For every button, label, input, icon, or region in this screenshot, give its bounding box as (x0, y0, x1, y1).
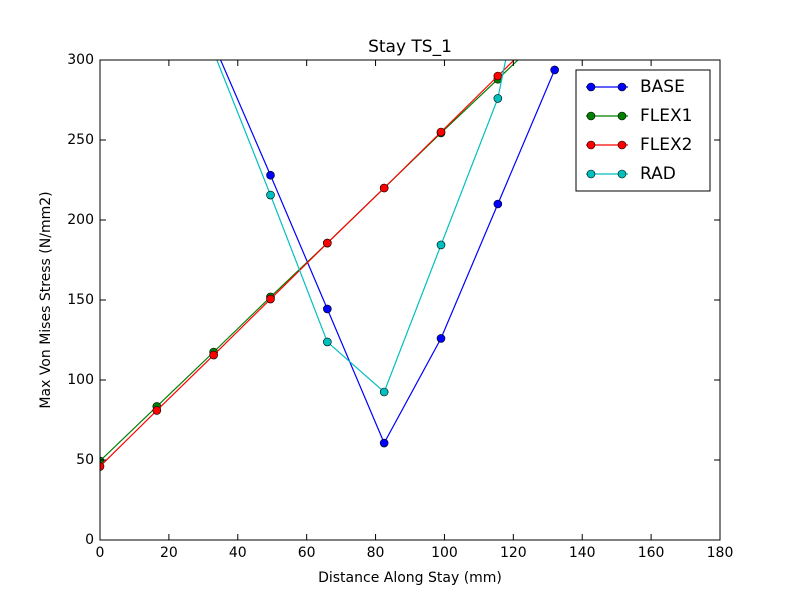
data-point (266, 190, 275, 200)
data-point (493, 199, 503, 209)
data-point (379, 183, 389, 193)
data-point (100, 462, 105, 471)
y-tick-label: 0 (85, 532, 94, 548)
legend-marker (617, 82, 627, 92)
x-tick-label: 0 (96, 545, 105, 561)
legend-marker (617, 169, 627, 179)
x-tick-label: 160 (638, 545, 665, 561)
data-point (436, 240, 446, 250)
legend-marker (586, 169, 596, 179)
data-point (323, 337, 332, 347)
y-tick-label: 50 (76, 452, 94, 468)
legend-marker (586, 140, 596, 150)
y-tick-label: 150 (67, 292, 94, 308)
legend-marker (617, 111, 627, 121)
data-point (152, 406, 162, 415)
data-point (209, 350, 218, 360)
x-tick-label: 140 (569, 545, 596, 561)
y-tick-label: 200 (67, 212, 94, 228)
data-point (323, 304, 332, 314)
y-tick-label: 300 (67, 52, 94, 68)
data-point (379, 438, 389, 448)
data-point (550, 65, 559, 75)
data-point (493, 71, 503, 81)
y-tick-label: 250 (67, 132, 94, 148)
legend-marker (586, 82, 596, 92)
chart-title: Stay TS_1 (368, 37, 452, 57)
legend: BASE FLEX1 FLEX2 RAD (575, 69, 711, 192)
legend-label: FLEX2 (640, 135, 692, 155)
legend-label: BASE (640, 77, 685, 97)
x-tick-label: 180 (707, 545, 734, 561)
x-tick-label: 40 (229, 545, 247, 561)
x-tick-label: 80 (367, 545, 385, 561)
data-point (493, 94, 503, 103)
x-tick-label: 20 (160, 545, 178, 561)
legend-label: RAD (640, 164, 676, 184)
data-point (323, 238, 332, 248)
data-point (266, 294, 275, 304)
data-point (436, 127, 446, 137)
data-point (379, 387, 389, 397)
legend-box (575, 69, 711, 192)
x-axis-label: Distance Along Stay (mm) (318, 570, 502, 586)
y-tick-label: 100 (67, 372, 94, 388)
legend-label: FLEX1 (640, 106, 692, 126)
x-tick-label: 120 (500, 545, 527, 561)
x-tick-label: 100 (431, 545, 458, 561)
legend-marker (617, 140, 627, 150)
plot-area (100, 60, 559, 471)
legend-marker (586, 111, 596, 121)
y-axis-label: Max Von Mises Stress (N/mm2) (38, 191, 54, 408)
data-point (266, 170, 275, 180)
data-point (436, 334, 446, 343)
x-tick-label: 60 (298, 545, 316, 561)
